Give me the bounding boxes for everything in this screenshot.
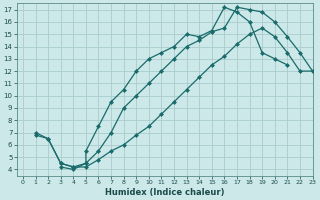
X-axis label: Humidex (Indice chaleur): Humidex (Indice chaleur)	[105, 188, 224, 197]
